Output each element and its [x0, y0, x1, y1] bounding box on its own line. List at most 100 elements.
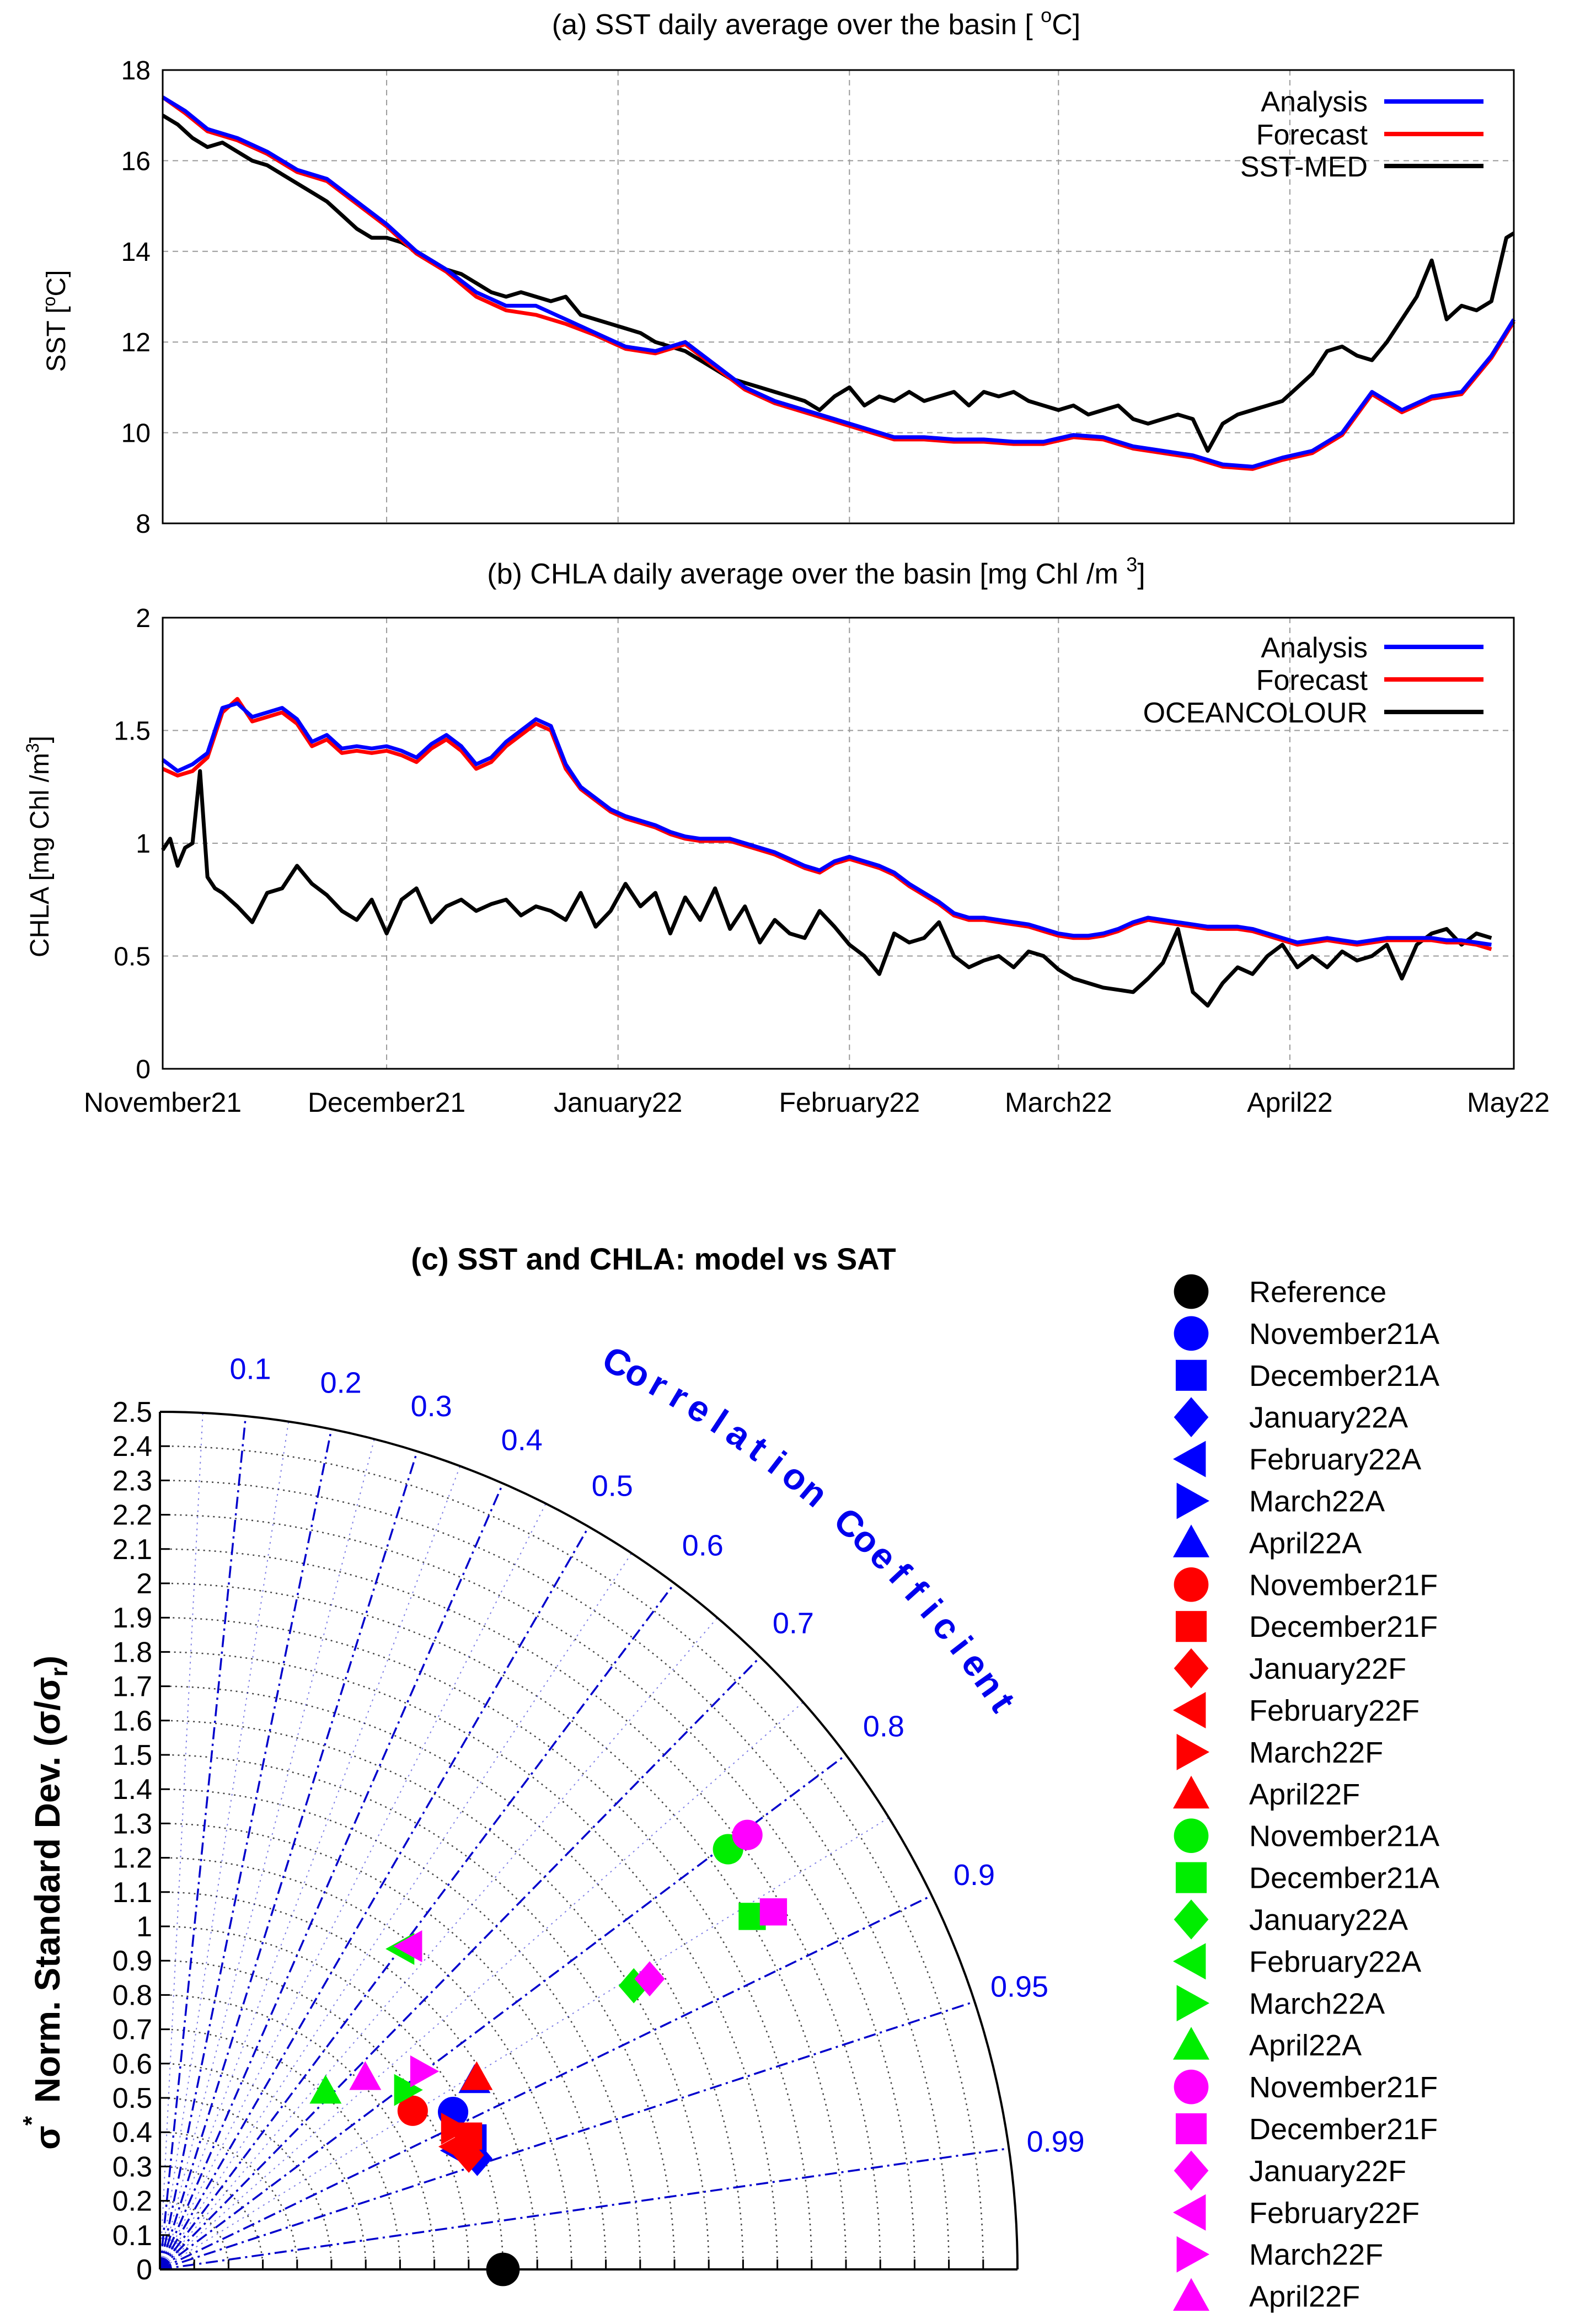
taylor-correlation-ray	[159, 1754, 847, 2271]
taylor-correlation-tick-label: 0.1	[230, 1353, 271, 1386]
taylor-std-tick-label: 0.2	[113, 2186, 152, 2218]
chla-ytick-label: 2	[136, 604, 151, 633]
taylor-legend-label: November21A	[1249, 1318, 1439, 1351]
taylor-legend-marker	[1173, 1524, 1209, 1557]
taylor-legend-label: December21A	[1249, 1359, 1439, 1393]
taylor-legend-label: February22A	[1249, 1945, 1421, 1978]
taylor-std-arc	[159, 1616, 813, 2270]
sst-panel: (a) SST daily average over the basin [ o…	[39, 4, 1515, 539]
taylor-point-april22f-23	[349, 2061, 382, 2090]
taylor-correlation-tick-label: 0.95	[990, 1970, 1048, 2004]
sst-ytick-label: 12	[121, 328, 151, 357]
taylor-legend-marker	[1174, 1818, 1209, 1854]
taylor-correlation-ray	[159, 2000, 975, 2271]
taylor-std-tick-label: 2.5	[113, 1396, 152, 1428]
taylor-std-arc	[159, 1685, 744, 2270]
taylor-legend-label: March22A	[1249, 1485, 1385, 1518]
taylor-std-tick-label: 0.7	[113, 2014, 152, 2046]
sst-ytick-label: 14	[121, 238, 151, 267]
taylor-std-tick-label: 0.5	[113, 2082, 152, 2114]
taylor-legend-marker	[1174, 1567, 1209, 1602]
taylor-legend-label: December21F	[1249, 2113, 1438, 2146]
taylor-point-april22a-17	[309, 2075, 342, 2104]
sst-ytick-label: 8	[136, 510, 151, 539]
taylor-std-arc	[159, 1857, 572, 2270]
taylor-legend-label: January22A	[1249, 1904, 1408, 1937]
taylor-point-november21f-18	[732, 1819, 763, 1850]
chla-series	[161, 697, 1492, 1008]
taylor-std-arcs	[159, 1445, 984, 2270]
taylor-legend-marker	[1176, 1482, 1209, 1519]
taylor-correlation-tick-label: 0.6	[682, 1529, 724, 1562]
taylor-legend-marker	[1176, 2236, 1209, 2273]
taylor-std-arc	[159, 1514, 915, 2270]
sst-ytick-label: 10	[121, 419, 151, 448]
taylor-std-tick-label: 0.4	[113, 2117, 152, 2149]
taylor-correlation-ray	[159, 1656, 761, 2271]
chla-xtick-label: April22	[1247, 1087, 1333, 1118]
taylor-legend-label: March22F	[1249, 2239, 1383, 2272]
taylor-legend-marker	[1173, 2027, 1209, 2060]
taylor-std-tick-label: 0.1	[113, 2220, 152, 2252]
taylor-point-april22f-11	[460, 2061, 493, 2090]
taylor-legend-marker	[1173, 1943, 1206, 1980]
chla-y-ticks: 0 0.5 1 1.5 2	[114, 604, 151, 1084]
taylor-correlation-ray	[159, 1894, 933, 2271]
taylor-std-arc	[159, 2063, 367, 2270]
sst-line-sstmed	[162, 114, 1515, 453]
taylor-legend-label: January22F	[1249, 2155, 1406, 2188]
sst-legend-label-analysis: Analysis	[1261, 86, 1368, 118]
taylor-legend-label: April22F	[1249, 2280, 1360, 2314]
taylor-ylabel: σ*Norm. Standard Dev. (σ/σr)	[18, 1656, 73, 2150]
taylor-std-tick-label: 1.6	[113, 1705, 152, 1737]
taylor-point-november21f-6	[397, 2095, 428, 2126]
taylor-point-march22f-10	[441, 2112, 470, 2145]
taylor-correlation-minor-ray	[159, 1552, 633, 2270]
taylor-std-arc	[159, 2166, 264, 2270]
sst-ytick-label: 18	[121, 56, 151, 85]
taylor-legend-label: December21F	[1249, 1610, 1438, 1643]
taylor-legend-label: January22A	[1249, 1401, 1408, 1434]
taylor-correlation-ray	[159, 1429, 333, 2270]
taylor-reference-marker	[486, 2252, 520, 2286]
taylor-correlation-minor-ray	[159, 1412, 203, 2270]
taylor-std-tick-label: 0.3	[113, 2151, 152, 2183]
taylor-point-march22f-22	[410, 2055, 440, 2087]
taylor-legend-label: December21A	[1249, 1862, 1439, 1895]
taylor-legend-label: January22F	[1249, 1652, 1406, 1685]
taylor-correlation-rays	[159, 1412, 1009, 2271]
taylor-legend-marker	[1174, 2069, 1209, 2105]
taylor-std-tick-label: 1.9	[113, 1602, 152, 1634]
taylor-legend-marker	[1176, 1733, 1209, 1770]
taylor-legend: Reference November21A December21A January22…	[1173, 1274, 1439, 2314]
taylor-std-tick-label: 1.2	[113, 1843, 152, 1875]
taylor-legend-marker	[1173, 1441, 1206, 1477]
taylor-legend-marker	[1175, 1359, 1207, 1391]
sst-series	[161, 95, 1515, 471]
taylor-legend-marker	[1174, 1648, 1209, 1689]
taylor-std-tick-label: 1.4	[113, 1774, 152, 1806]
taylor-std-tick-label: 2.1	[113, 1534, 152, 1566]
taylor-correlation-ticks: 0.1 0.2 0.3 0.4 0.5 0.6 0.7 0.8 0.9 0.95 0.99	[230, 1353, 1085, 2159]
chla-ytick-label: 0	[136, 1055, 151, 1084]
taylor-correlation-tick-label: 0.7	[773, 1607, 814, 1640]
taylor-std-tick-label: 2.3	[113, 1465, 152, 1497]
chla-line-oceancolour	[161, 769, 1492, 1008]
taylor-legend-label: February22F	[1249, 2197, 1420, 2230]
chla-xtick-label: March22	[1005, 1087, 1112, 1118]
taylor-correlation-minor-ray	[159, 1817, 890, 2270]
sst-legend: Analysis Forecast SST-MED	[1240, 86, 1483, 183]
taylor-legend-marker	[1173, 2194, 1206, 2231]
taylor-std-arc	[159, 1651, 778, 2270]
taylor-legend-marker	[1173, 1692, 1206, 1728]
sst-y-ticks: 8 10 12 14 16 18	[121, 56, 151, 539]
taylor-point-march22a-16	[394, 2074, 423, 2106]
taylor-std-tick-label: 1.5	[113, 1739, 152, 1771]
taylor-legend-marker	[1174, 1274, 1209, 1309]
chla-line-forecast	[162, 697, 1492, 951]
taylor-std-tick-label: 0.9	[113, 1945, 152, 1977]
taylor-std-arc	[159, 1445, 984, 2270]
taylor-legend-label: November21A	[1249, 1820, 1439, 1853]
sst-legend-label-forecast: Forecast	[1256, 119, 1368, 151]
